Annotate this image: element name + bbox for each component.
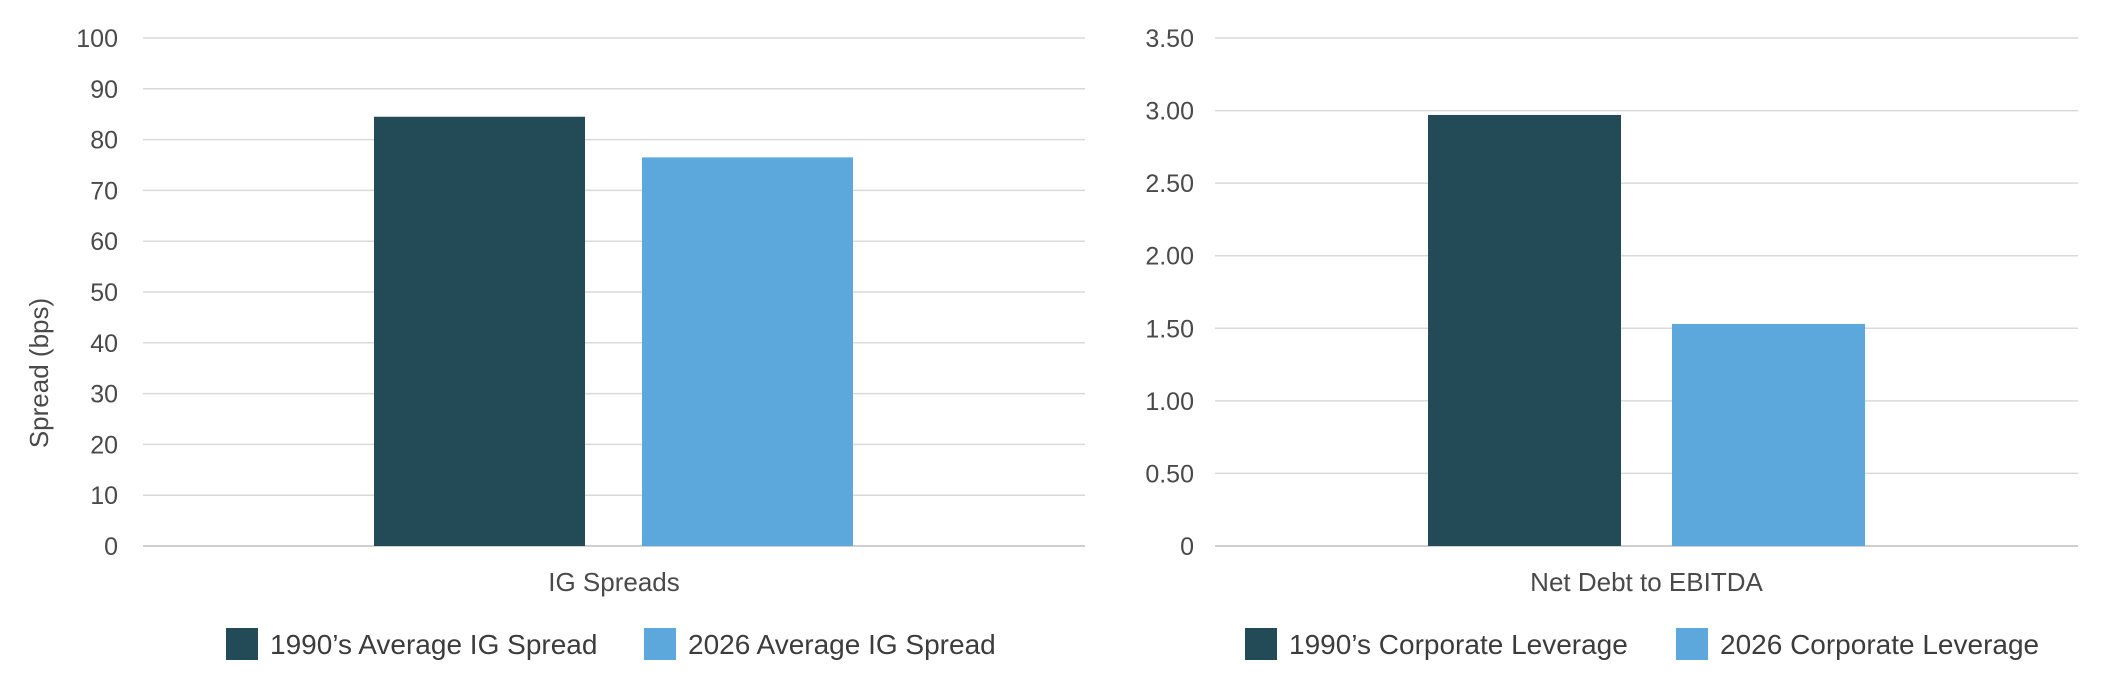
y-tick-label: 0.50: [1145, 460, 1194, 488]
y-tick-label: 10: [90, 482, 118, 510]
legend-label: 2026 Average IG Spread: [688, 629, 996, 660]
y-tick-label: 100: [76, 25, 118, 53]
legend-label: 2026 Corporate Leverage: [1720, 629, 2039, 660]
ig-spreads-chart: 0 10 20 30 40 50 60 70 80 90 100 IG Spreads Spread (…: [24, 25, 1085, 660]
category-label: IG Spreads: [548, 567, 680, 597]
net-debt-to-ebitda-chart: 0 0.50 1.00 1.50 2.00 2.50 3.00 3.50 Net Debt to…: [1145, 25, 2078, 660]
y-tick-label: 70: [90, 177, 118, 205]
legend-swatch: [1676, 628, 1708, 660]
y-tick-label: 1.50: [1145, 315, 1194, 343]
y-axis-label: Spread (bps): [24, 298, 54, 448]
y-tick-label: 0: [104, 533, 118, 561]
bar-series-2026: [642, 157, 853, 546]
bar-series-1990s: [374, 116, 585, 547]
legend-label: 1990’s Average IG Spread: [270, 629, 597, 660]
y-tick-label: 80: [90, 127, 118, 155]
y-tick-label: 60: [90, 228, 118, 256]
legend-swatch: [644, 628, 676, 660]
y-tick-label: 50: [90, 279, 118, 307]
bar-series-1990s: [1428, 114, 1621, 546]
category-label: Net Debt to EBITDA: [1530, 567, 1763, 597]
y-tick-label: 90: [90, 76, 118, 104]
legend-swatch: [1245, 628, 1277, 660]
y-tick-label: 1.00: [1145, 388, 1194, 416]
legend-swatch: [226, 628, 258, 660]
y-tick-label: 3.50: [1145, 25, 1194, 53]
y-tick-label: 2.50: [1145, 170, 1194, 198]
y-tick-label: 40: [90, 330, 118, 358]
y-tick-label: 20: [90, 431, 118, 459]
y-tick-label: 30: [90, 381, 118, 409]
bar-series-2026: [1672, 323, 1865, 546]
y-tick-label: 0: [1180, 533, 1194, 561]
legend-label: 1990’s Corporate Leverage: [1289, 629, 1628, 660]
y-tick-label: 3.00: [1145, 98, 1194, 126]
y-tick-label: 2.00: [1145, 243, 1194, 271]
